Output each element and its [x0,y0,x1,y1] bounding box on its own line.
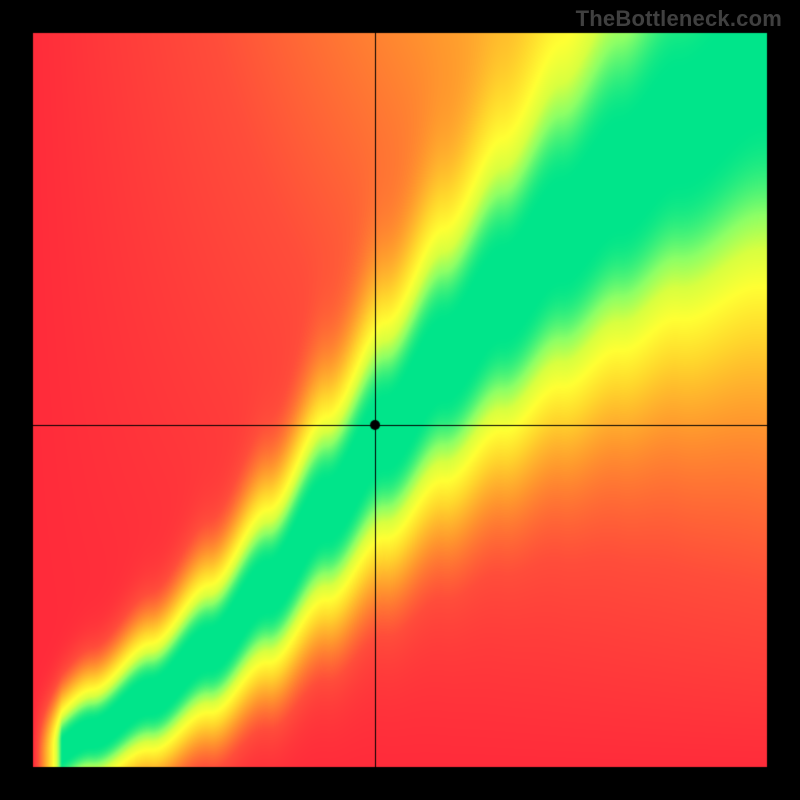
watermark-text: TheBottleneck.com [576,6,782,32]
chart-container: TheBottleneck.com [0,0,800,800]
bottleneck-heatmap [0,0,800,800]
